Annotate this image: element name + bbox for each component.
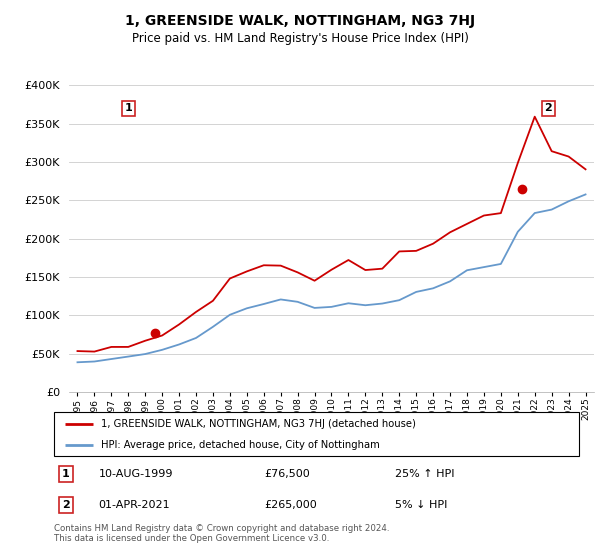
- Text: 1, GREENSIDE WALK, NOTTINGHAM, NG3 7HJ (detached house): 1, GREENSIDE WALK, NOTTINGHAM, NG3 7HJ (…: [101, 419, 416, 429]
- Text: £265,000: £265,000: [264, 500, 317, 510]
- Text: 25% ↑ HPI: 25% ↑ HPI: [395, 469, 455, 479]
- Text: 2: 2: [62, 500, 70, 510]
- Text: Contains HM Land Registry data © Crown copyright and database right 2024.
This d: Contains HM Land Registry data © Crown c…: [54, 524, 389, 543]
- Text: 2: 2: [544, 104, 552, 113]
- FancyBboxPatch shape: [54, 412, 579, 456]
- Text: 1: 1: [62, 469, 70, 479]
- Text: 1, GREENSIDE WALK, NOTTINGHAM, NG3 7HJ: 1, GREENSIDE WALK, NOTTINGHAM, NG3 7HJ: [125, 14, 475, 28]
- Text: 01-APR-2021: 01-APR-2021: [98, 500, 170, 510]
- Text: HPI: Average price, detached house, City of Nottingham: HPI: Average price, detached house, City…: [101, 440, 380, 450]
- Text: £76,500: £76,500: [264, 469, 310, 479]
- Text: 5% ↓ HPI: 5% ↓ HPI: [395, 500, 448, 510]
- Text: 1: 1: [124, 104, 132, 113]
- Text: 10-AUG-1999: 10-AUG-1999: [98, 469, 173, 479]
- Text: Price paid vs. HM Land Registry's House Price Index (HPI): Price paid vs. HM Land Registry's House …: [131, 32, 469, 45]
